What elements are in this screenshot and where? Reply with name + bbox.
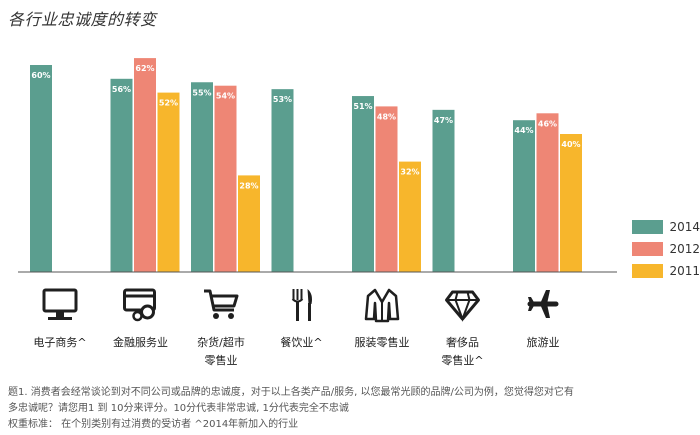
category-label-3: 餐饮业^ — [280, 335, 322, 349]
legend-swatch-2011 — [632, 264, 664, 278]
bar-2014-1 — [110, 78, 133, 272]
credit-card-icon — [123, 288, 156, 322]
bar-2014-3 — [271, 89, 294, 273]
legend-swatch-2012 — [632, 242, 664, 256]
bar-2014-0 — [30, 65, 52, 272]
footnote-scale: 多忠诚呢？请您用1 到 10分来评分。10分代表非常忠诚, 1分代表完全不忠诚 — [8, 403, 349, 414]
data-label-2011-4: 32% — [400, 168, 419, 177]
data-label-2012-4: 48% — [377, 112, 396, 121]
airplane-icon — [527, 290, 559, 318]
data-label-2014-1: 56% — [112, 85, 131, 94]
legend-label-2012: 2012 — [669, 242, 700, 256]
chart-title: 各行业忠诚度的转变 — [8, 10, 157, 29]
data-label-2011-2: 28% — [239, 181, 258, 190]
category-label-2: 杂货/超市 — [197, 335, 245, 349]
data-label-2014-6: 44% — [514, 126, 533, 135]
category-label-4: 服装零售业 — [355, 335, 410, 349]
footnote-question: 题1. 消费者会经常谈论到对不同公司或品牌的忠诚度，对于以上各类产品/服务, 以… — [8, 387, 574, 398]
legend-label-2014: 2014 — [669, 220, 700, 234]
shopping-cart-icon — [204, 289, 239, 319]
category-label-line2-2: 零售业 — [205, 353, 238, 367]
legend-label-2011: 2011 — [669, 264, 700, 278]
bar-2012-1 — [134, 58, 156, 272]
bar-2011-4 — [399, 161, 421, 272]
category-label-5: 奢侈品 — [446, 335, 479, 349]
category-label-0: 电子商务^ — [33, 335, 86, 349]
data-label-2014-0: 60% — [31, 71, 50, 80]
bar-2014-6 — [513, 120, 535, 272]
data-label-2014-4: 51% — [353, 102, 372, 111]
category-label-6: 旅游业 — [527, 335, 560, 349]
bar-2014-5 — [432, 109, 455, 272]
data-label-2014-5: 47% — [434, 116, 453, 125]
cutlery-icon — [291, 289, 312, 321]
computer-icon — [42, 288, 78, 320]
bar-2014-2 — [191, 82, 213, 272]
bar-2011-2 — [238, 175, 260, 272]
data-label-2011-6: 40% — [561, 140, 580, 149]
legend-item-2014: 2014 — [632, 216, 700, 238]
data-label-2012-6: 46% — [538, 119, 557, 128]
data-label-2012-1: 62% — [135, 64, 154, 73]
legend-swatch-2014 — [632, 220, 664, 234]
bar-2011-1 — [157, 92, 180, 272]
footnote-weight: 权重标准： 在个别类别有过消费的受访者 ^2014年新加入的行业 — [8, 419, 299, 430]
data-label-2014-2: 55% — [192, 88, 211, 97]
data-label-2012-2: 54% — [216, 92, 235, 101]
category-label-line2-5: 零售业^ — [441, 353, 483, 367]
category-label-1: 金融服务业 — [113, 335, 168, 349]
bar-2012-6 — [536, 113, 559, 272]
data-label-2014-3: 53% — [273, 95, 292, 104]
bar-2011-6 — [560, 134, 582, 272]
bar-2014-4 — [352, 96, 374, 272]
legend-item-2011: 2011 — [632, 260, 700, 282]
bar-2012-4 — [375, 106, 398, 273]
bar-2012-2 — [214, 85, 237, 272]
legend: 2014 2012 2011 — [632, 216, 700, 282]
legend-item-2012: 2012 — [632, 238, 700, 260]
shirt-icon — [364, 288, 400, 323]
diamond-icon — [445, 290, 480, 322]
data-label-2011-1: 52% — [159, 99, 178, 108]
